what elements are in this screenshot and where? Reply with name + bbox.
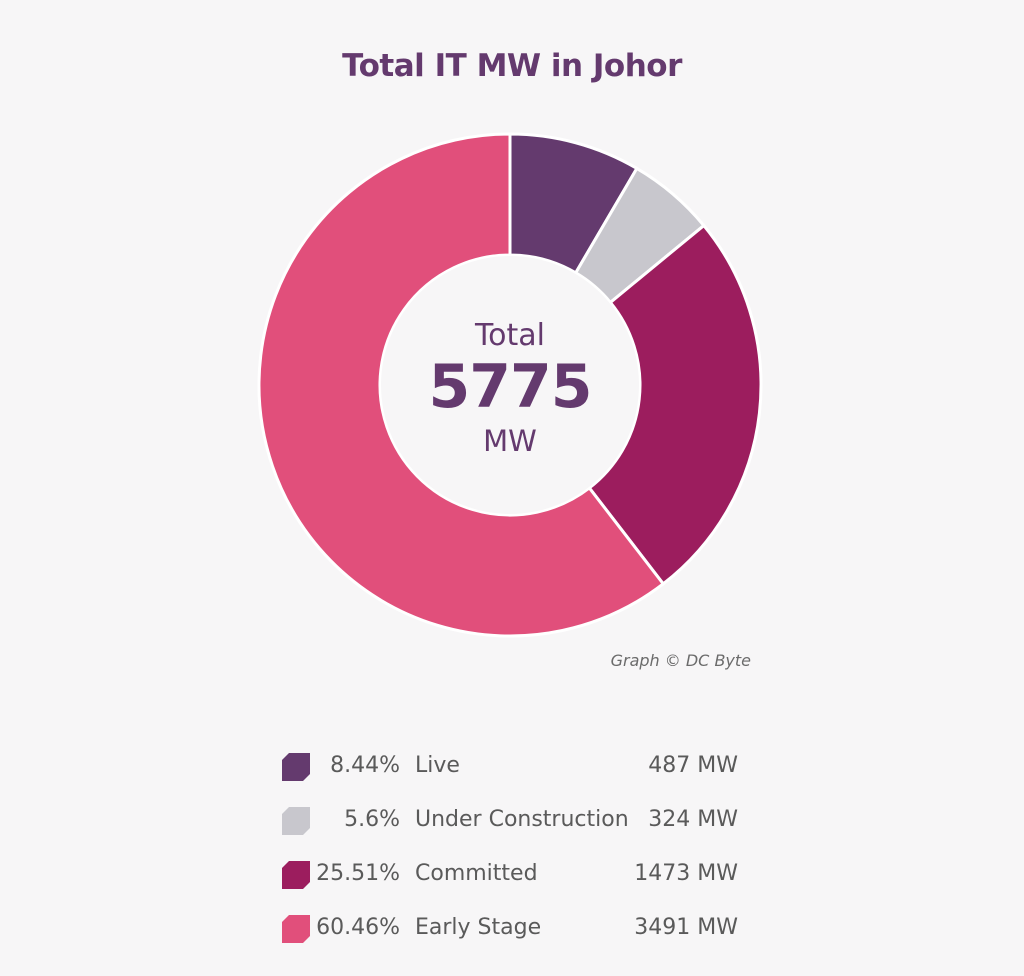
- legend-swatch-committed: [282, 861, 310, 889]
- donut-hole: [381, 256, 639, 514]
- legend-value-under-construction: 324 MW: [648, 807, 738, 832]
- donut-chart: [257, 132, 763, 638]
- legend-label-live: Live: [415, 753, 460, 778]
- legend-swatch-early-stage: [282, 915, 310, 943]
- legend-label-under-construction: Under Construction: [415, 807, 629, 832]
- legend-item-early-stage[interactable]: 60.46% Early Stage 3491 MW: [280, 904, 750, 958]
- legend-item-committed[interactable]: 25.51% Committed 1473 MW: [280, 850, 750, 904]
- legend-value-live: 487 MW: [648, 753, 738, 778]
- center-total-label: Total: [474, 318, 546, 353]
- legend-label-early-stage: Early Stage: [415, 915, 542, 940]
- legend-swatch-under-construction: [282, 807, 310, 835]
- graph-credit: Graph © DC Byte: [610, 651, 751, 670]
- legend-percent-committed: 25.51%: [316, 861, 400, 886]
- legend-percent-early-stage: 60.46%: [316, 915, 400, 940]
- legend-percent-live: 8.44%: [330, 753, 400, 778]
- legend-item-live[interactable]: 8.44% Live 487 MW: [280, 742, 750, 796]
- legend-percent-under-construction: 5.6%: [344, 807, 400, 832]
- legend-swatch-live: [282, 753, 310, 781]
- legend-value-early-stage: 3491 MW: [634, 915, 738, 940]
- center-total-value: 5775: [428, 352, 593, 422]
- legend-item-under-construction[interactable]: 5.6% Under Construction 324 MW: [280, 796, 750, 850]
- donut-slice-committed[interactable]: [587, 223, 763, 586]
- donut-slice-early-stage[interactable]: [257, 132, 666, 638]
- legend-value-committed: 1473 MW: [634, 861, 738, 886]
- legend: 8.44% Live 487 MW 5.6% Under Constructio…: [280, 742, 750, 958]
- center-total-unit: MW: [483, 424, 537, 458]
- chart-title: Total IT MW in Johor: [342, 48, 682, 84]
- legend-label-committed: Committed: [415, 861, 538, 886]
